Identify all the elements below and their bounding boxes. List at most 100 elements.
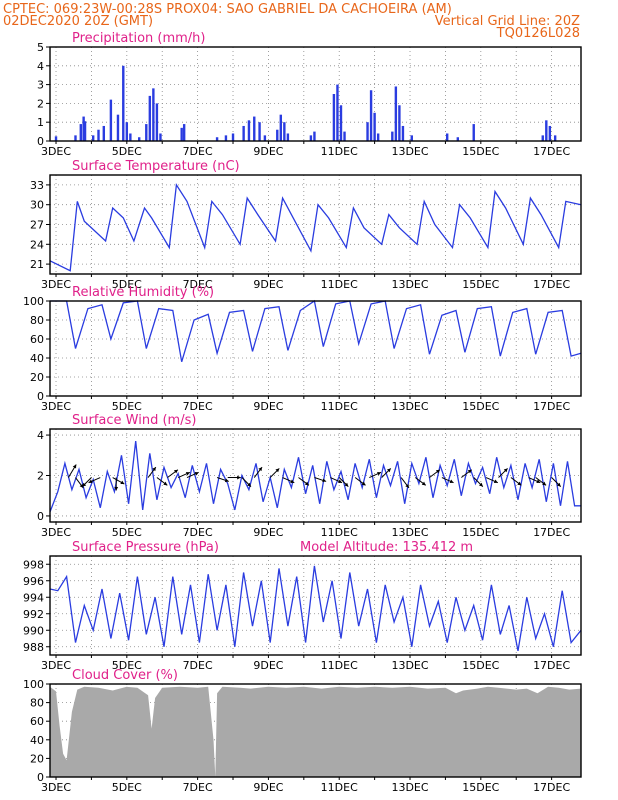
precip-bar [410,135,413,141]
x-tick-label: 5DEC [112,400,142,413]
wind-arrow-head [258,467,263,472]
x-tick-label: 11DEC [321,400,358,413]
x-tick-label: 9DEC [253,278,283,291]
x-tick-label: 13DEC [391,145,428,158]
precip-bar [82,116,85,141]
precip-bar [398,105,401,141]
x-tick-label: 13DEC [391,400,428,413]
wind-arrow-head [405,483,409,488]
wind-arrow-head [152,467,156,472]
y-tick-label: 992 [23,608,44,621]
y-tick-label: 5 [37,41,44,54]
x-tick-label: 11DEC [321,145,358,158]
x-tick-label: 17DEC [533,659,570,672]
wind-arrow-head [536,479,541,484]
x-tick-label: 11DEC [321,278,358,291]
panels: Precipitation (mm/h) 0 1 2 3 4 5 3DEC 5DEC 7DEC 9D… [23,31,582,794]
x-tick-label: 17DEC [533,526,570,539]
wind-arrow-head [194,471,199,476]
precip-bar [79,124,82,141]
precip-bar [286,133,290,141]
y-tick-label: 998 [23,558,44,571]
y-tick-label: 30 [30,199,44,212]
wind-arrow-head [542,481,547,486]
precip-bar [215,137,219,141]
x-tick-label: 5DEC [112,781,142,794]
wind-arrow-head [344,482,349,487]
wind-arrow-head [120,480,125,485]
wind-arrow-head [163,481,168,486]
y-tick-label: 60 [30,333,44,346]
wind-arrow-head [304,481,309,486]
precip-bar [332,94,336,141]
x-tick-label: 3DEC [41,659,71,672]
x-tick-label: 9DEC [253,400,283,413]
panel-title: Surface Pressure (hPa) [72,540,219,555]
x-tick-label: 3DEC [41,145,71,158]
y-tick-label: 988 [23,641,44,654]
y-tick-label: 4 [37,429,44,442]
panel-title: Precipitation (mm/h) [72,31,205,46]
precip-bar [247,120,251,141]
panel-4: Surface Wind (m/s) 0 2 4 3DEC 5DEC 7DEC 9DEC 11D… [37,413,582,539]
y-tick-label: 990 [23,624,44,637]
precip-bar [122,65,125,141]
panel-3: Relative Humidity (%) 0 20 40 60 80 100 3DEC 5DE… [23,285,582,413]
panel-title: Cloud Cover (%) [72,668,178,683]
header-grid-note: Vertical Grid Line: 20Z [435,14,580,29]
y-tick-label: 20 [30,752,44,765]
precip-bar [129,133,132,141]
x-tick-label: 17DEC [533,781,570,794]
x-tick-label: 7DEC [183,526,213,539]
precip-bar [276,129,279,141]
precip-bar [376,133,380,141]
precip-bar [258,122,261,141]
precip-bar [339,105,343,141]
precip-bar [545,120,548,141]
panel-frame [49,46,582,142]
wind-arrow-head [377,471,382,476]
precip-bar [54,136,58,141]
panel-6: Cloud Cover (%) 0 20 40 60 80 100 3DEC 5DEC 7DEC 9… [23,668,582,794]
header-date: 02DEC2020 20Z (GMT) [3,14,153,29]
y-tick-label: 21 [30,258,44,271]
y-tick-label: 0 [37,771,44,784]
wind-arrow-head [361,481,366,486]
panel-frame [49,555,582,656]
precip-bar [366,122,369,141]
panel-title: Relative Humidity (%) [72,285,214,300]
x-tick-label: 11DEC [321,659,358,672]
precip-bar [472,124,475,141]
y-tick-label: 24 [30,238,44,251]
panel-frame [49,300,582,397]
wind-arrow-head [338,479,343,484]
x-tick-label: 9DEC [253,781,283,794]
wind-arrow-head [467,469,472,474]
wind-arrow-head [72,464,77,469]
y-tick-label: 33 [30,179,44,192]
precip-bar [231,133,235,141]
precip-bar [224,135,228,141]
series-line [49,183,582,272]
wind-arrow-head [517,481,522,486]
precip-bar [159,133,162,141]
x-tick-label: 17DEC [533,145,570,158]
series-line [49,441,581,513]
precip-bar [343,131,346,141]
wind-arrow-head [224,478,229,483]
precip-bar [373,112,376,141]
panel-1: Precipitation (mm/h) 0 1 2 3 4 5 3DEC 5DEC 7DEC 9D… [37,31,582,158]
x-tick-label: 15DEC [462,781,499,794]
panel-annotation: Model Altitude: 135.412 m [300,540,473,555]
x-tick-label: 13DEC [391,278,428,291]
x-tick-label: 13DEC [391,526,428,539]
panel-title: Surface Wind (m/s) [72,413,196,428]
x-tick-label: 15DEC [462,145,499,158]
x-tick-label: 17DEC [533,400,570,413]
precip-bar [152,88,155,141]
y-tick-label: 80 [30,314,44,327]
precip-bar [369,90,373,141]
wind-arrow-head [79,483,84,488]
x-tick-label: 11DEC [321,526,358,539]
precip-bar [336,84,339,141]
